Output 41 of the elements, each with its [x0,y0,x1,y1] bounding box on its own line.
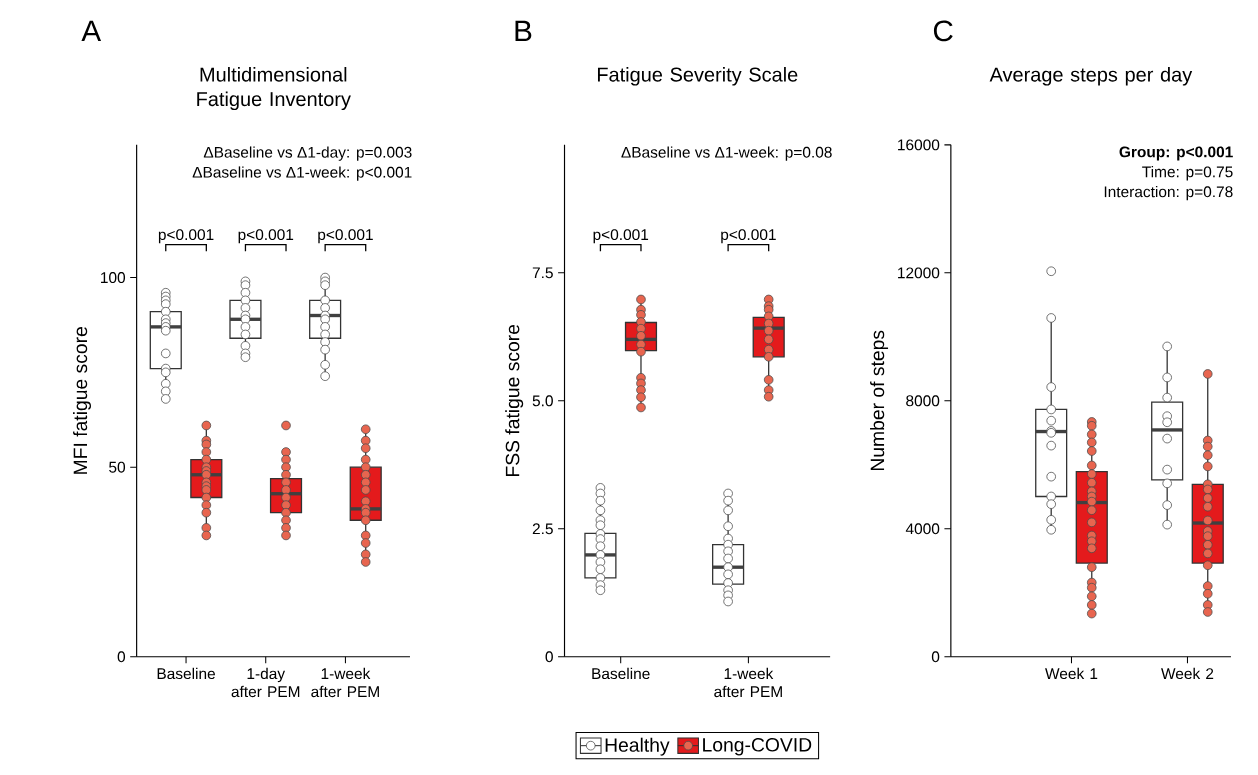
annotation: Time: p=0.75 [1142,166,1233,181]
x-tick-label: Baseline [592,667,650,680]
y-tick-label: 7.5 [532,267,553,279]
annotation: Interaction: p=0.78 [1104,186,1233,201]
y-tick-label: 16000 [898,139,940,151]
x-tick-label: 1-week after PEM [311,667,379,698]
annotation: p<0.001 [158,229,214,244]
text: A [81,20,102,42]
y-tick-label: 8000 [906,395,940,407]
chart-title: Multidimensional Fatigue Inventory [197,67,351,111]
x-tick-label: Baseline [157,667,215,680]
annotation: ΔBaseline vs Δ1-week: p=0.08 [621,146,832,162]
annotation: ΔBaseline vs Δ1-day: p=0.003 [203,146,412,162]
x-tick-label: Week 1 [1045,667,1098,680]
y-tick-label: 0 [117,651,126,663]
x-tick-label: 1-day after PEM [231,667,300,698]
text: C [933,20,953,42]
y-axis-title: MFI fatigue score [73,327,92,475]
y-tick-label: 4000 [905,523,940,535]
text: B [515,20,532,42]
legend-label: Healthy [605,737,670,756]
y-axis-title: FSS fatigue score [505,325,524,477]
y-tick-label: 0 [545,651,553,663]
y-tick-label: 12000 [898,267,940,279]
annotation: p<0.001 [318,229,373,244]
legend-label: Long-COVID [703,738,812,756]
annotation: ΔBaseline vs Δ1-week: p<0.001 [192,166,412,181]
y-tick-label: 5.0 [532,395,553,407]
y-axis-title: Number of steps [870,330,889,471]
y-tick-label: 50 [109,461,126,473]
y-tick-label: 2.5 [532,523,553,535]
annotation: Group: p<0.001 [1119,146,1233,161]
y-tick-label: 100 [101,272,126,284]
annotation: p<0.001 [721,229,776,244]
y-tick-label: 0 [931,651,940,663]
x-tick-label: 1-week after PEM [714,667,782,698]
chart-title: Average steps per day [989,67,1193,86]
x-tick-label: Week 2 [1161,667,1214,680]
chart-title: Fatigue Severity Scale [597,67,798,86]
annotation: p<0.001 [593,229,649,244]
annotation: p<0.001 [238,229,294,244]
